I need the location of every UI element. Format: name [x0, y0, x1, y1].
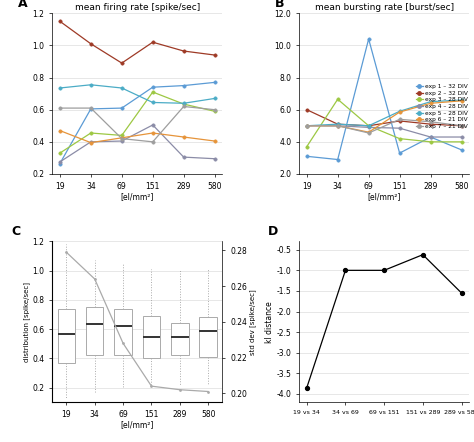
Text: A: A [18, 0, 27, 10]
X-axis label: [el/mm²]: [el/mm²] [120, 420, 154, 429]
Y-axis label: std dev [spike/sec]: std dev [spike/sec] [250, 289, 256, 355]
Text: B: B [275, 0, 285, 10]
PathPatch shape [200, 317, 217, 357]
Y-axis label: distribution [spike/sec]: distribution [spike/sec] [23, 282, 29, 362]
Text: D: D [268, 225, 279, 238]
Title: mean firing rate [spike/sec]: mean firing rate [spike/sec] [74, 4, 200, 12]
X-axis label: [el/mm²]: [el/mm²] [120, 192, 154, 201]
Legend: exp 1 – 32 DIV, exp 2 – 32 DIV, exp 3 – 28 DIV, exp 4 – 28 DIV, exp 5 – 28 DIV, : exp 1 – 32 DIV, exp 2 – 32 DIV, exp 3 – … [413, 82, 470, 131]
PathPatch shape [114, 309, 132, 355]
PathPatch shape [143, 316, 160, 358]
Y-axis label: kl distance: kl distance [264, 301, 273, 343]
X-axis label: [el/mm²]: [el/mm²] [367, 192, 401, 201]
Title: mean bursting rate [burst/sec]: mean bursting rate [burst/sec] [315, 4, 454, 12]
PathPatch shape [86, 306, 103, 355]
PathPatch shape [57, 309, 75, 363]
PathPatch shape [171, 323, 189, 355]
Text: C: C [11, 225, 20, 238]
